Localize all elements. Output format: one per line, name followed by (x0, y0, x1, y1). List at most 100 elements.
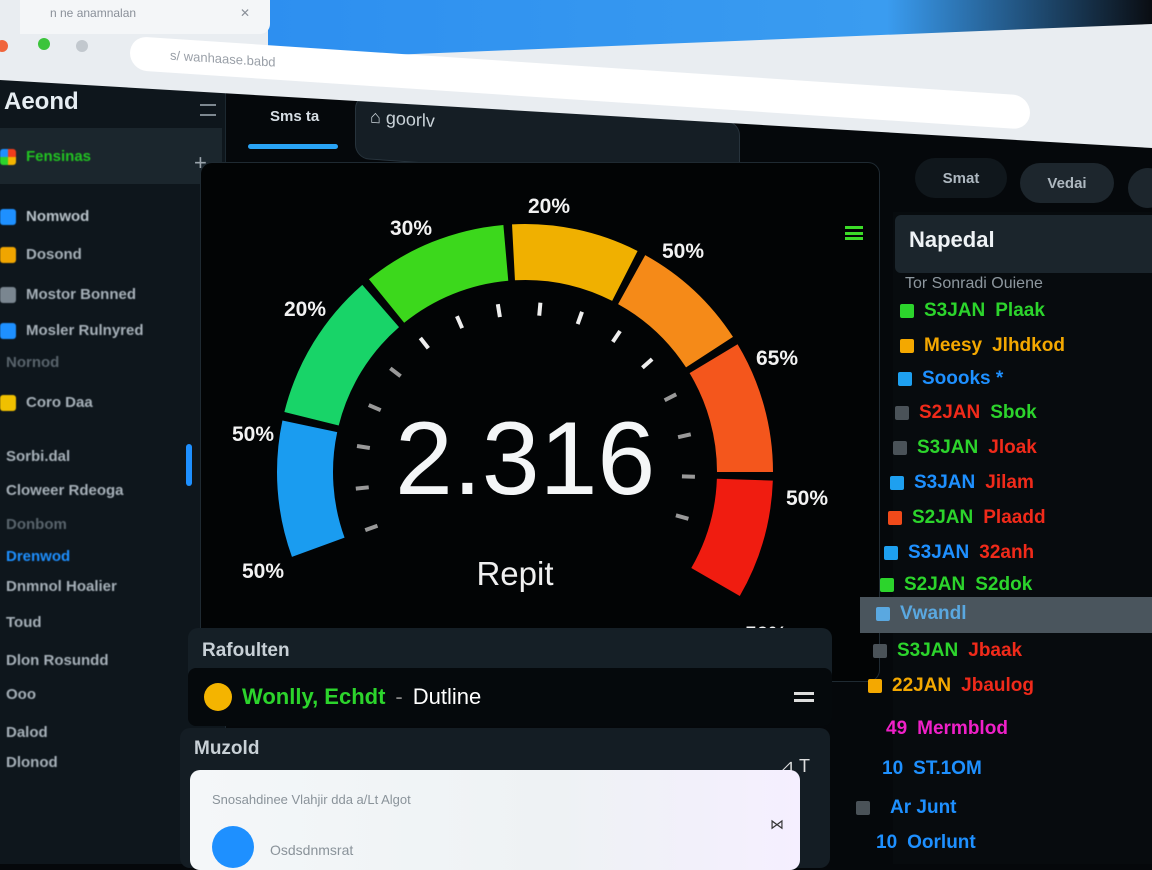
reload-icon[interactable] (76, 40, 88, 52)
list-item-text: S3JAN (914, 472, 975, 494)
sidebar-item[interactable]: Mosler Rulnyred (0, 322, 144, 339)
menu-icon[interactable] (794, 692, 814, 702)
sidebar-item-label: Dosond (26, 246, 82, 263)
tab-main[interactable]: Sms ta (270, 108, 319, 125)
list-item-text: Mermblod (917, 718, 1008, 740)
sidebar-item[interactable]: Dnmnol Hoalier (0, 578, 117, 595)
sidebar-item-label: Ooo (6, 686, 36, 703)
status-square-icon (880, 578, 894, 592)
smat-label: Smat (943, 170, 980, 187)
sidebar-item[interactable]: Dalod (0, 724, 48, 741)
maximize-window-icon[interactable] (38, 38, 50, 50)
list-item[interactable]: Ar Junt (856, 797, 957, 819)
close-window-icon[interactable] (0, 40, 8, 52)
sidebar-item-label: Toud (6, 614, 42, 631)
list-item[interactable]: S2JAN Plaadd (888, 507, 1046, 529)
list-item-text: S3JAN (924, 300, 985, 322)
gauge-label: 20% (528, 195, 570, 219)
list-item-text: S2JAN (912, 507, 973, 529)
gauge-tick (390, 368, 400, 376)
sidebar-item-icon (0, 323, 16, 339)
browser-tab[interactable]: n ne anamnalan ✕ (20, 0, 270, 34)
gauge-tick (676, 515, 688, 519)
list-item-text: 32anh (979, 542, 1034, 564)
tab-strip (268, 0, 1152, 60)
sidebar-item-label: Donbom (6, 516, 67, 533)
sidebar-item[interactable]: Dosond (0, 246, 82, 263)
search-value: goorlv (386, 108, 435, 131)
sidebar-item[interactable]: Nomwod (0, 208, 89, 225)
list-item-text: Meesy (924, 335, 982, 357)
sidebar-item-label: Mosler Rulnyred (26, 322, 144, 339)
card-avatar (212, 826, 254, 868)
sidebar-item-label: Dlon Rosundd (6, 652, 108, 669)
sidebar-item-label: Coro Daa (26, 394, 93, 411)
list-item-text: 49 (886, 718, 907, 740)
tab-title: n ne anamnalan (50, 6, 136, 20)
status-dot (204, 683, 232, 711)
gauge-tick (457, 316, 462, 328)
sidebar-item[interactable]: Mostor Bonned (0, 286, 136, 303)
sidebar-item[interactable]: Dlon Rosundd (0, 652, 108, 669)
sidebar-item[interactable]: Donbom (0, 516, 67, 533)
status-square-icon (856, 801, 870, 815)
list-item-text: Sbok (990, 402, 1036, 424)
gauge-label: 20% (284, 298, 326, 322)
list-item[interactable]: Soooks * (898, 368, 1013, 390)
status-square-icon (900, 339, 914, 353)
list-item-text: Soooks * (922, 368, 1003, 390)
card-text: Snosahdinee Vlahjir dda a/Lt Algot (212, 792, 411, 807)
extra-button[interactable] (1128, 168, 1152, 208)
gauge-tick (498, 304, 500, 317)
collapse-icon[interactable]: ⋈ (770, 816, 784, 833)
gauge-label: 50% (662, 240, 704, 264)
sidebar-item-label: Dalod (6, 724, 48, 741)
sidebar-item-icon (0, 287, 16, 303)
results-row[interactable]: Wonlly, Echdt - Dutline (188, 668, 832, 726)
list-item[interactable]: Meesy Jlhdkod (900, 335, 1065, 357)
gauge-tick (642, 359, 652, 368)
gauge-menu-icon[interactable] (845, 226, 863, 240)
sidebar-item[interactable]: Nornod (0, 354, 59, 371)
sidebar-item[interactable]: Drenwod (0, 548, 70, 565)
sidebar-item[interactable]: Coro Daa (0, 394, 93, 411)
smat-button[interactable]: Smat (915, 158, 1007, 198)
gauge-label: 50% (242, 560, 284, 584)
sidebar-item-icon (0, 395, 16, 411)
sidebar-item-label: Dlonod (6, 754, 58, 771)
list-item-text: S3JAN (897, 640, 958, 662)
gauge-label: 65% (756, 347, 798, 371)
sidebar-item[interactable]: Cloweer Rdeoga (0, 482, 124, 499)
separator: - (395, 684, 402, 710)
sidebar-item[interactable]: Toud (0, 614, 42, 631)
list-item-text: Jlhdkod (992, 335, 1065, 357)
sidebar-scrollbar[interactable] (186, 444, 192, 486)
status-square-icon (895, 406, 909, 420)
gauge-tick (539, 303, 540, 316)
list-item-text: Vwandl (900, 603, 967, 625)
gauge-tick (613, 331, 620, 342)
sidebar-item[interactable]: Sorbi.dal (0, 448, 70, 465)
vedai-button[interactable]: Vedai (1020, 163, 1114, 203)
gauge-segment (618, 255, 733, 367)
sidebar-item[interactable]: Fensinas (0, 148, 91, 165)
sidebar-item[interactable]: Dlonod (0, 754, 58, 771)
sidebar-menu-icon[interactable] (200, 104, 216, 116)
list-item[interactable]: Vwandl (876, 603, 977, 625)
model-card[interactable]: Snosahdinee Vlahjir dda a/Lt Algot Osdsd… (190, 770, 800, 870)
right-panel-subtitle: Tor Sonradi Ouiene (905, 275, 1043, 293)
list-item[interactable]: 49 Mermblod (862, 718, 1008, 740)
sidebar-item[interactable]: Ooo (0, 686, 36, 703)
list-item-text: Plaadd (983, 507, 1045, 529)
tab-close-icon[interactable]: ✕ (240, 6, 250, 20)
